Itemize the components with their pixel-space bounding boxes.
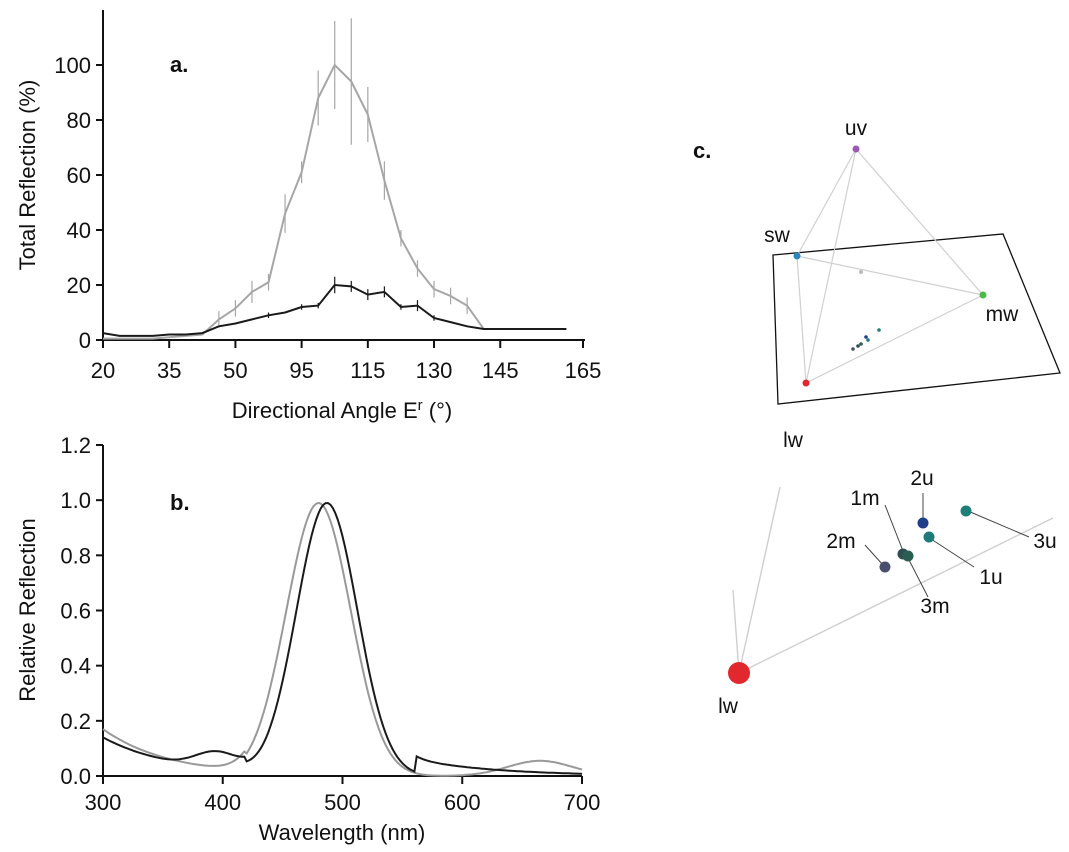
panel-b-series-1-line — [102, 501, 583, 777]
panel-b-x-tick-label: 700 — [564, 790, 601, 815]
panel-b-label: b. — [170, 490, 190, 515]
leader-2m — [864, 544, 884, 566]
point-3m — [902, 550, 914, 562]
tetrahedron-edges — [796, 148, 984, 384]
cluster-point — [851, 347, 855, 351]
panel-a-x-tick-label: 115 — [350, 358, 385, 383]
panel-a-x-title-sup: r — [418, 397, 423, 414]
edge-sw-mw — [796, 255, 984, 296]
zoom-vertex-lw — [728, 662, 750, 684]
point-2u — [917, 517, 929, 529]
panel-b-y-tick-label: 0.6 — [60, 599, 91, 624]
panel-b-x-tick-label: 500 — [324, 790, 361, 815]
panel-a: a. Total Reflection (%) Directional Angl… — [15, 10, 601, 423]
panel-a-x-tick-label: 20 — [91, 358, 115, 383]
panel-a-x-tick-label: 130 — [416, 358, 453, 383]
panel-b-x-tick-label: 400 — [204, 790, 241, 815]
zoom-vertex-lw-label: lw — [718, 695, 739, 718]
label-2u: 2u — [910, 467, 933, 490]
panel-b-y-tick-label: 0.2 — [60, 709, 91, 734]
leader-1m — [884, 504, 904, 552]
edge-uv-lw — [805, 148, 857, 384]
panel-b-x-tick-label: 300 — [85, 790, 122, 815]
edge-uv-sw — [796, 148, 857, 257]
panel-a-x-tick-label: 165 — [565, 358, 602, 383]
panel-a-x-title-suffix: (°) — [423, 398, 453, 423]
point-1u — [923, 531, 935, 543]
edge-uv-mw — [855, 148, 984, 296]
panel-a-y-tick-label: 60 — [67, 163, 91, 188]
panel-a-label: a. — [170, 52, 188, 77]
vertex-lw-label: lw — [783, 429, 804, 452]
panel-a-y-tick-label: 80 — [67, 108, 91, 133]
label-2m: 2m — [826, 530, 855, 553]
cluster-point — [856, 344, 860, 348]
edge-mw-lw — [805, 294, 984, 384]
panel-b-y-tick-label: 1.0 — [60, 488, 91, 513]
point-3u — [960, 505, 972, 517]
panel-b-y-tick-label: 0.8 — [60, 543, 91, 568]
panel-a-x-tick-label: 95 — [289, 358, 313, 383]
cluster-point — [877, 328, 881, 332]
panel-b-x-tick-label: 600 — [444, 790, 481, 815]
tetrahedron-plane — [772, 233, 1061, 405]
panel-b-y-tick-label: 0.0 — [60, 764, 91, 789]
panel-a-x-tick-label: 50 — [223, 358, 247, 383]
panel-a-x-title-main: Directional Angle E — [232, 398, 418, 423]
tetrahedron-cluster — [851, 328, 881, 351]
zoom-edges — [732, 486, 1054, 674]
zoom-edge-up — [738, 486, 781, 674]
vertex-lw — [802, 379, 810, 387]
panel-b: b. Relative Reflection Wavelength (nm) 3… — [15, 433, 600, 845]
leader-lines — [864, 493, 1030, 598]
panel-b-x-title: Wavelength (nm) — [259, 820, 426, 845]
panel-a-y-title: Total Reflection (%) — [15, 80, 40, 271]
leader-1u — [930, 538, 975, 568]
vertex-sw — [793, 252, 801, 260]
panel-a-y-tick-label: 20 — [67, 273, 91, 298]
zoom-edge-left — [732, 589, 740, 674]
panel-a-y-tick-label: 40 — [67, 218, 91, 243]
label-1m: 1m — [850, 487, 879, 510]
panel-b-y-title: Relative Reflection — [15, 518, 40, 701]
leader-3u — [967, 510, 1030, 538]
cluster-point — [859, 342, 863, 346]
achromatic-point — [859, 270, 863, 274]
cluster-point — [866, 338, 870, 342]
vertex-uv-label: uv — [845, 117, 868, 140]
panel-a-x-title: Directional Angle Er (°) — [232, 397, 452, 423]
label-3u: 3u — [1033, 530, 1056, 553]
panel-c: c. uv sw mw lw — [693, 117, 1061, 718]
label-1u: 1u — [979, 566, 1002, 589]
panel-a-y-tick-label: 100 — [54, 53, 91, 78]
vertex-sw-label: sw — [764, 224, 791, 247]
point-2m — [879, 561, 891, 573]
panel-a-y-tick-label: 0 — [79, 328, 91, 353]
vertex-mw-label: mw — [986, 303, 1019, 326]
panel-a-x-tick-label: 145 — [482, 358, 519, 383]
leader-3m — [907, 557, 929, 598]
panel-b-series-2-line — [102, 502, 583, 775]
label-3m: 3m — [920, 595, 949, 618]
panel-c-label: c. — [693, 138, 711, 163]
panel-b-y-tick-label: 0.4 — [60, 654, 91, 679]
panel-b-y-tick-label: 1.2 — [60, 433, 91, 458]
edge-sw-lw — [796, 255, 807, 384]
vertex-uv — [852, 145, 860, 153]
zoom-edge-right — [738, 517, 1054, 674]
vertex-mw — [979, 291, 987, 299]
cluster-point — [864, 335, 868, 339]
panel-a-x-tick-label: 35 — [157, 358, 181, 383]
